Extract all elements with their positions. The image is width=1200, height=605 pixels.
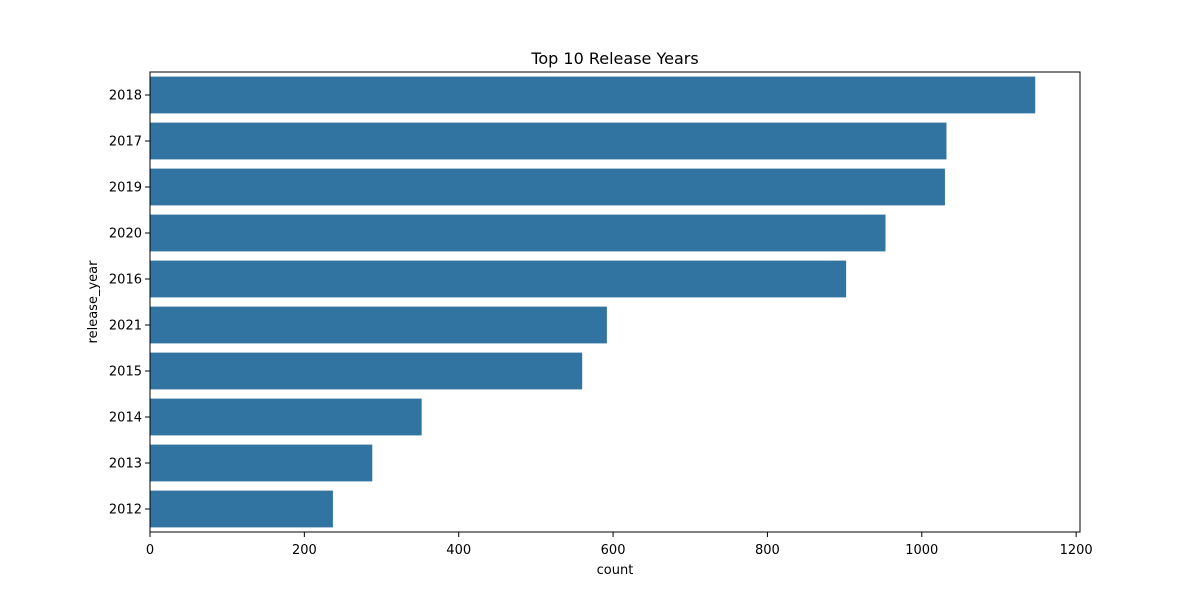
- bar-2013: [150, 444, 373, 482]
- x-axis-title: count: [597, 563, 634, 578]
- y-tick-label: 2021: [109, 319, 142, 334]
- y-axis-ticks: 2018 2017 2019 2020 2016 2021 2015 2014 2013 2012: [109, 89, 150, 518]
- bar-2019: [150, 168, 945, 206]
- bar-2012: [150, 490, 333, 528]
- y-tick-label: 2019: [109, 181, 142, 196]
- y-tick-label: 2014: [109, 411, 142, 426]
- bar-2021: [150, 306, 607, 344]
- y-tick-label: 2016: [109, 273, 142, 288]
- bar-2014: [150, 398, 422, 436]
- y-tick-label: 2020: [109, 227, 142, 242]
- x-tick-label: 1000: [905, 543, 938, 558]
- x-tick-label: 0: [146, 543, 154, 558]
- y-tick-label: 2017: [109, 135, 142, 150]
- bars-group: [150, 76, 1036, 528]
- bar-2017: [150, 122, 947, 160]
- chart-title: Top 10 Release Years: [530, 49, 698, 68]
- x-tick-label: 600: [601, 543, 626, 558]
- x-axis-ticks: 0 200 400 600 800 1000 1200: [146, 532, 1093, 558]
- x-tick-label: 200: [292, 543, 317, 558]
- y-tick-label: 2018: [109, 89, 142, 104]
- x-tick-label: 1200: [1060, 543, 1093, 558]
- y-tick-label: 2013: [109, 457, 142, 472]
- x-tick-label: 800: [755, 543, 780, 558]
- y-tick-label: 2015: [109, 365, 142, 380]
- x-tick-label: 400: [446, 543, 471, 558]
- y-tick-label: 2012: [109, 503, 142, 518]
- y-axis-title: release_year: [86, 260, 101, 344]
- bar-2015: [150, 352, 583, 390]
- plot-frame: [149, 71, 1081, 533]
- bar-2020: [150, 214, 886, 252]
- bar-2016: [150, 260, 847, 298]
- bar-2018: [150, 76, 1036, 114]
